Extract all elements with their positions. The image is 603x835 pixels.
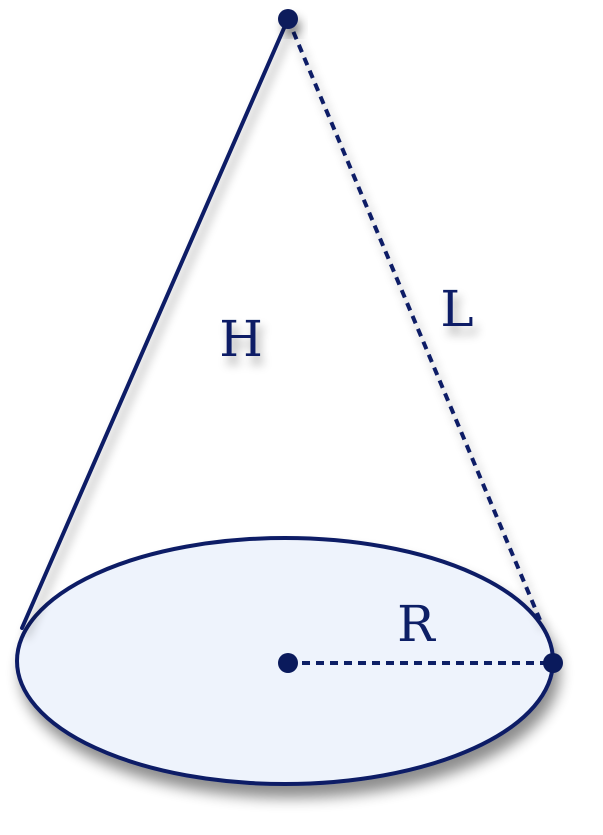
rim-point — [543, 653, 563, 673]
radius-label: R — [397, 595, 436, 653]
height-label: H — [219, 310, 263, 368]
center-point — [278, 653, 298, 673]
cone-left-edge — [20, 17, 290, 630]
apex-point — [278, 9, 298, 29]
slant-height-label: L — [440, 280, 473, 338]
slant-height-line — [286, 18, 542, 621]
